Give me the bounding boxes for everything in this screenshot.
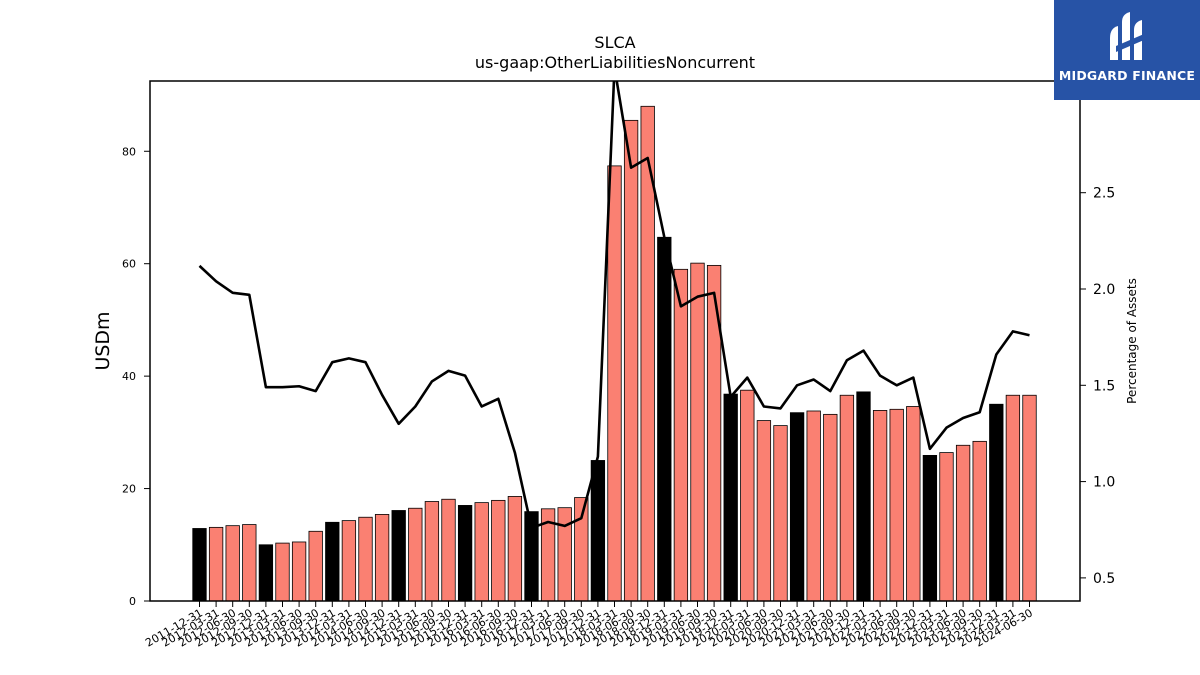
bar-2019-06-30: [690, 262, 705, 602]
bar-2014-06-30: [358, 516, 373, 602]
bar-2013-09-30: [308, 530, 323, 602]
y-axis-right-label: Percentage of Assets: [1125, 278, 1139, 404]
bar-2020-12-31: [789, 412, 805, 602]
bar-2015-03-31: [408, 507, 423, 602]
y-tick-label: 80: [122, 145, 136, 158]
bar-2020-03-31: [740, 389, 755, 602]
bar-2017-12-31: [590, 460, 606, 602]
y-tick-label: 20: [122, 483, 136, 496]
bar-2021-09-30: [839, 394, 855, 602]
bar-2022-03-31: [872, 410, 888, 602]
bar-2016-06-30: [491, 499, 506, 602]
y-right-tick-label: 2.0: [1093, 282, 1115, 298]
bar-2024-06-30: [1022, 394, 1037, 602]
midgard-finance-logo: MIDGARD FINANCE: [1054, 0, 1200, 100]
y-axis-label: USDm: [92, 311, 114, 370]
percentage-of-assets-line: [198, 81, 1030, 530]
bar-2012-09-30: [242, 524, 257, 602]
y-right-tick-label: 0.5: [1093, 571, 1115, 587]
bar-2023-12-31: [989, 403, 1004, 602]
bar-2013-06-30: [291, 541, 307, 602]
bar-2013-03-31: [275, 542, 290, 602]
bar-2023-06-30: [955, 444, 971, 602]
bar-2014-09-30: [374, 514, 390, 602]
bar-2017-06-30: [557, 507, 572, 602]
bar-2014-03-31: [341, 520, 357, 602]
bar-2015-12-31: [457, 505, 473, 602]
bar-2012-06-30: [225, 525, 240, 602]
bar-2021-06-30: [823, 413, 838, 602]
bar-2015-06-30: [424, 501, 440, 602]
brand-name: MIDGARD FINANCE: [1058, 68, 1196, 83]
bar-2023-03-31: [939, 452, 954, 602]
bar-2020-09-30: [773, 425, 788, 602]
y-right-tick-label: 2.5: [1093, 186, 1115, 202]
chart-title: SLCA: [594, 33, 635, 52]
y-tick-label: 60: [122, 258, 136, 271]
bar-2011-12-31: [192, 528, 207, 602]
bar-2016-09-30: [507, 496, 523, 602]
midgard-logo-icon: [1110, 12, 1144, 60]
bar-2019-12-31: [723, 393, 738, 602]
bar-2022-12-31: [922, 454, 938, 602]
bar-2021-12-31: [856, 391, 871, 602]
bar-2022-09-30: [906, 406, 921, 602]
bar-2021-03-31: [806, 410, 821, 602]
bar-2012-12-31: [258, 544, 274, 602]
y-right-tick-label: 1.0: [1093, 475, 1115, 491]
bar-2023-09-30: [972, 440, 987, 602]
bar-2012-03-31: [208, 526, 224, 602]
bar-2017-09-30: [574, 497, 589, 602]
bar-2015-09-30: [441, 498, 456, 602]
bar-2018-03-31: [607, 165, 622, 602]
bar-2022-06-30: [889, 408, 904, 602]
bar-2014-12-31: [391, 510, 406, 602]
bar-2019-03-31: [673, 268, 689, 602]
bar-2024-03-31: [1005, 394, 1021, 602]
bar-2016-03-31: [474, 502, 489, 602]
bar-2020-06-30: [756, 420, 772, 602]
bar-2018-06-30: [623, 119, 639, 602]
y-right-tick-label: 1.5: [1093, 378, 1115, 394]
chart-subtitle: us-gaap:OtherLiabilitiesNoncurrent: [475, 53, 755, 72]
y-tick-label: 40: [122, 370, 136, 383]
y-tick-label: 0: [129, 595, 136, 608]
bar-2013-12-31: [325, 521, 340, 602]
bar-2018-12-31: [657, 236, 672, 602]
